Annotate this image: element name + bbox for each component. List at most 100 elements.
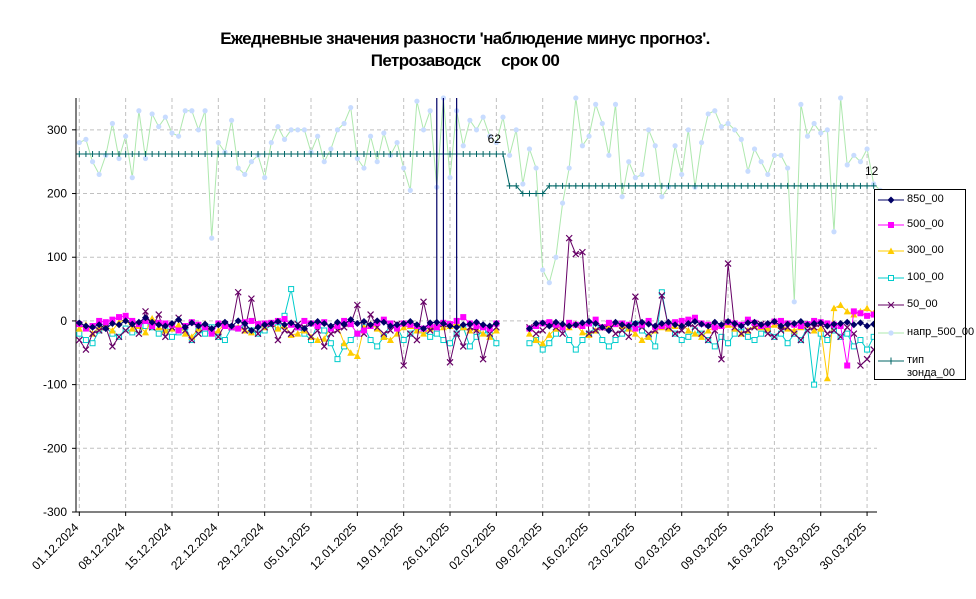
- series-point-100-00: [168, 333, 175, 340]
- series-point-850-00: [473, 318, 480, 326]
- series-point-50-00: [142, 307, 149, 315]
- series-point-850-00: [221, 318, 229, 326]
- legend-swatch: [878, 196, 904, 204]
- series-point-50-00: [115, 333, 123, 341]
- series-point-тип-зонда-00: [116, 151, 123, 158]
- series-point-тип-зонда-00: [255, 151, 262, 158]
- series-point-100-00: [857, 337, 864, 344]
- series-point-850-00: [135, 318, 143, 326]
- series-point-тип-зонда-00: [387, 151, 394, 158]
- series-line-100-00: [78, 288, 497, 361]
- x-tick-label: 02.02.2025: [446, 520, 499, 573]
- series-point-напр-500-00: [798, 101, 804, 107]
- series-point-напр-500-00: [407, 187, 413, 193]
- series-point-напр-500-00: [493, 139, 499, 146]
- series-point-850-00: [837, 319, 845, 327]
- data-label: 12: [865, 164, 879, 178]
- x-tick-label: 23.03.2025: [770, 520, 823, 573]
- y-tick-label: 300: [47, 123, 67, 137]
- series-point-500-00: [334, 323, 341, 330]
- legend-swatch: [878, 330, 904, 336]
- series-point-850-00: [188, 319, 196, 327]
- series-point-50-00: [737, 330, 745, 338]
- series-point-850-00: [797, 318, 805, 326]
- series-point-напр-500-00: [566, 165, 572, 171]
- series-point-напр-500-00: [698, 139, 705, 146]
- series-point-300-00: [704, 326, 712, 334]
- y-tick-label: -200: [43, 441, 67, 455]
- series-point-тип-зонда-00: [758, 182, 765, 189]
- series-point-напр-500-00: [116, 155, 122, 162]
- series-point-тип-зонда-00: [619, 182, 626, 189]
- series-point-тип-зонда-00: [711, 182, 718, 189]
- series-point-500-00: [433, 324, 440, 331]
- series-point-50-00: [234, 288, 242, 296]
- series-point-напр-500-00: [473, 127, 480, 133]
- series-point-тип-зонда-00: [817, 182, 824, 189]
- series-point-напр-500-00: [334, 127, 341, 133]
- y-tick-label: 200: [47, 187, 67, 201]
- series-point-300-00: [552, 325, 560, 332]
- series-point-напр-500-00: [96, 171, 102, 178]
- series-point-напр-500-00: [526, 146, 533, 152]
- series-point-напр-500-00: [242, 171, 248, 178]
- series-point-300-00: [578, 328, 586, 336]
- series-point-850-00: [300, 325, 308, 333]
- series-point-тип-зонда-00: [288, 151, 295, 158]
- series-point-300-00: [353, 352, 361, 359]
- series-point-напр-500-00: [354, 155, 360, 162]
- series-point-850-00: [691, 318, 699, 326]
- series-point-100-00: [427, 333, 434, 340]
- series-point-напр-500-00: [546, 280, 552, 286]
- series-point-850-00: [598, 323, 606, 331]
- series-point-напр-500-00: [142, 155, 149, 162]
- series-point-850-00: [856, 319, 864, 327]
- series-point-тип-зонда-00: [533, 190, 540, 197]
- series-point-500-00: [116, 314, 123, 321]
- series-point-850-00: [228, 322, 236, 330]
- legend-swatch: [878, 301, 904, 309]
- series-point-850-00: [466, 320, 474, 328]
- series-point-850-00: [406, 318, 414, 326]
- series-point-тип-зонда-00: [182, 151, 189, 158]
- series-point-напр-500-00: [182, 108, 188, 114]
- series-point-850-00: [274, 318, 282, 326]
- series-point-тип-зонда-00: [539, 190, 546, 197]
- series-point-тип-зонда-00: [665, 182, 672, 189]
- series-point-напр-500-00: [235, 165, 241, 171]
- series-point-напр-500-00: [818, 130, 824, 136]
- series-point-напр-500-00: [837, 95, 844, 101]
- series-point-850-00: [426, 319, 434, 327]
- series-point-тип-зонда-00: [367, 151, 374, 158]
- series-point-тип-зонда-00: [638, 182, 645, 189]
- series-point-тип-зонда-00: [870, 182, 877, 189]
- series-point-напр-500-00: [420, 127, 427, 133]
- series-point-тип-зонда-00: [857, 182, 864, 189]
- series-point-850-00: [631, 319, 639, 327]
- series-point-тип-зонда-00: [235, 151, 242, 158]
- series-point-850-00: [161, 322, 169, 330]
- series-point-300-00: [287, 331, 295, 338]
- series-point-тип-зонда-00: [374, 151, 381, 158]
- series-point-50-00: [155, 311, 163, 318]
- series-point-100-00: [327, 340, 334, 347]
- series-point-850-00: [850, 321, 858, 329]
- series-point-850-00: [307, 319, 315, 327]
- series-point-тип-зонда-00: [281, 151, 288, 158]
- series-point-тип-зонда-00: [460, 151, 467, 158]
- series-point-100-00: [824, 337, 831, 344]
- series-point-тип-зонда-00: [771, 182, 778, 189]
- series-point-850-00: [638, 318, 646, 326]
- series-point-850-00: [400, 319, 408, 327]
- legend-label: напр_500_00: [907, 326, 975, 338]
- x-tick-label: 15.12.2024: [122, 520, 175, 573]
- series-point-напр-500-00: [586, 133, 592, 139]
- series-point-тип-зонда-00: [526, 190, 533, 197]
- series-point-500-00: [632, 325, 639, 332]
- legend-swatch: [878, 275, 904, 281]
- series-point-50-00: [612, 330, 619, 338]
- series-point-300-00: [539, 339, 547, 347]
- series-point-100-00: [334, 356, 341, 363]
- y-tick-label: -300: [43, 505, 67, 519]
